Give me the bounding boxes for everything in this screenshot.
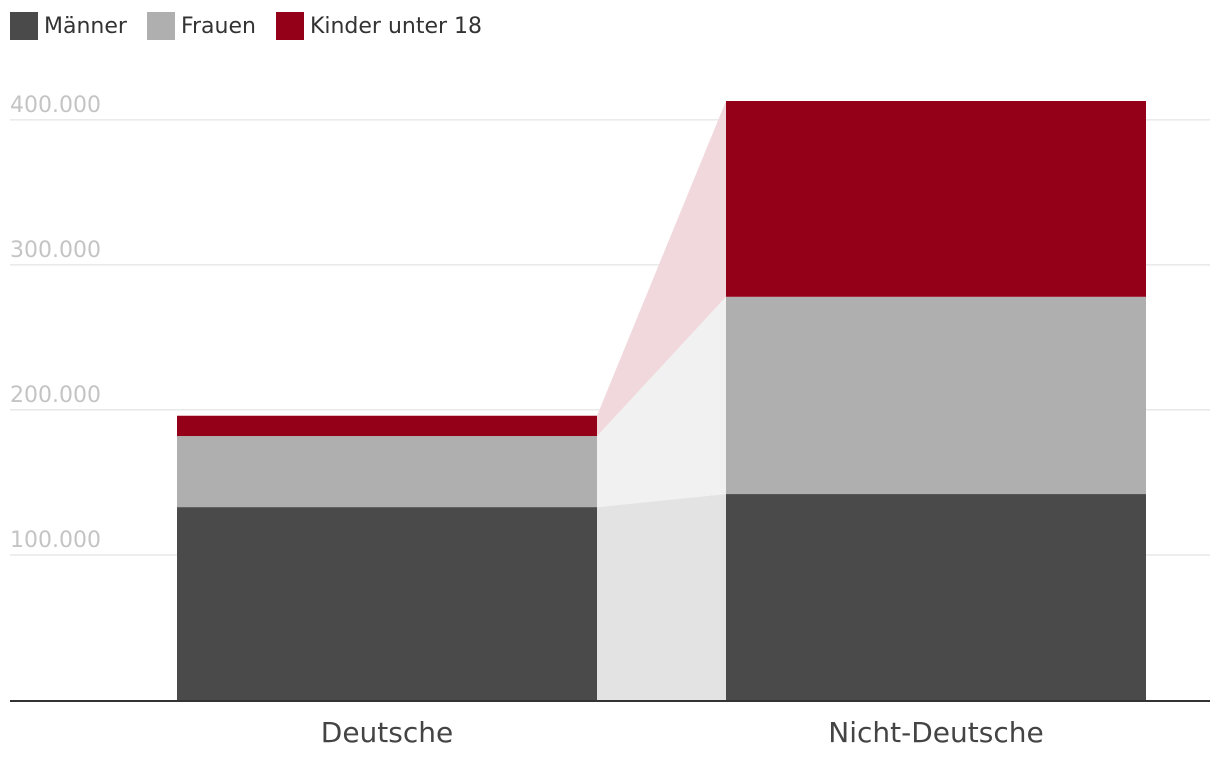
legend-item-kinder: Kinder unter 18: [275, 12, 483, 40]
legend-swatch-kinder: [275, 12, 304, 40]
bar-segment: [177, 415, 597, 437]
bar-segment: [177, 436, 597, 508]
bar-segment: [726, 101, 1146, 297]
connector-band: [597, 296, 726, 508]
y-tick-label: 200.000: [10, 383, 101, 408]
legend-swatch-frauen: [146, 12, 175, 40]
connector-band: [597, 494, 726, 700]
legend-item-frauen: Frauen: [146, 12, 256, 40]
bar-segment: [177, 507, 597, 700]
legend: Männer Frauen Kinder unter 18: [10, 12, 502, 40]
legend-label-maenner: Männer: [44, 13, 127, 39]
y-tick-label: 300.000: [10, 238, 101, 263]
y-tick-label: 100.000: [10, 528, 101, 553]
y-tick-label: 400.000: [10, 93, 101, 118]
bar-segment: [726, 494, 1146, 700]
legend-swatch-maenner: [10, 12, 38, 40]
x-tick-label: Nicht-Deutsche: [828, 716, 1043, 749]
bar-segment: [726, 296, 1146, 495]
legend-label-frauen: Frauen: [180, 13, 256, 39]
legend-label-kinder: Kinder unter 18: [309, 13, 483, 39]
connector-band: [597, 101, 726, 437]
x-tick-label: Deutsche: [321, 716, 453, 749]
legend-item-maenner: Männer: [10, 12, 127, 40]
